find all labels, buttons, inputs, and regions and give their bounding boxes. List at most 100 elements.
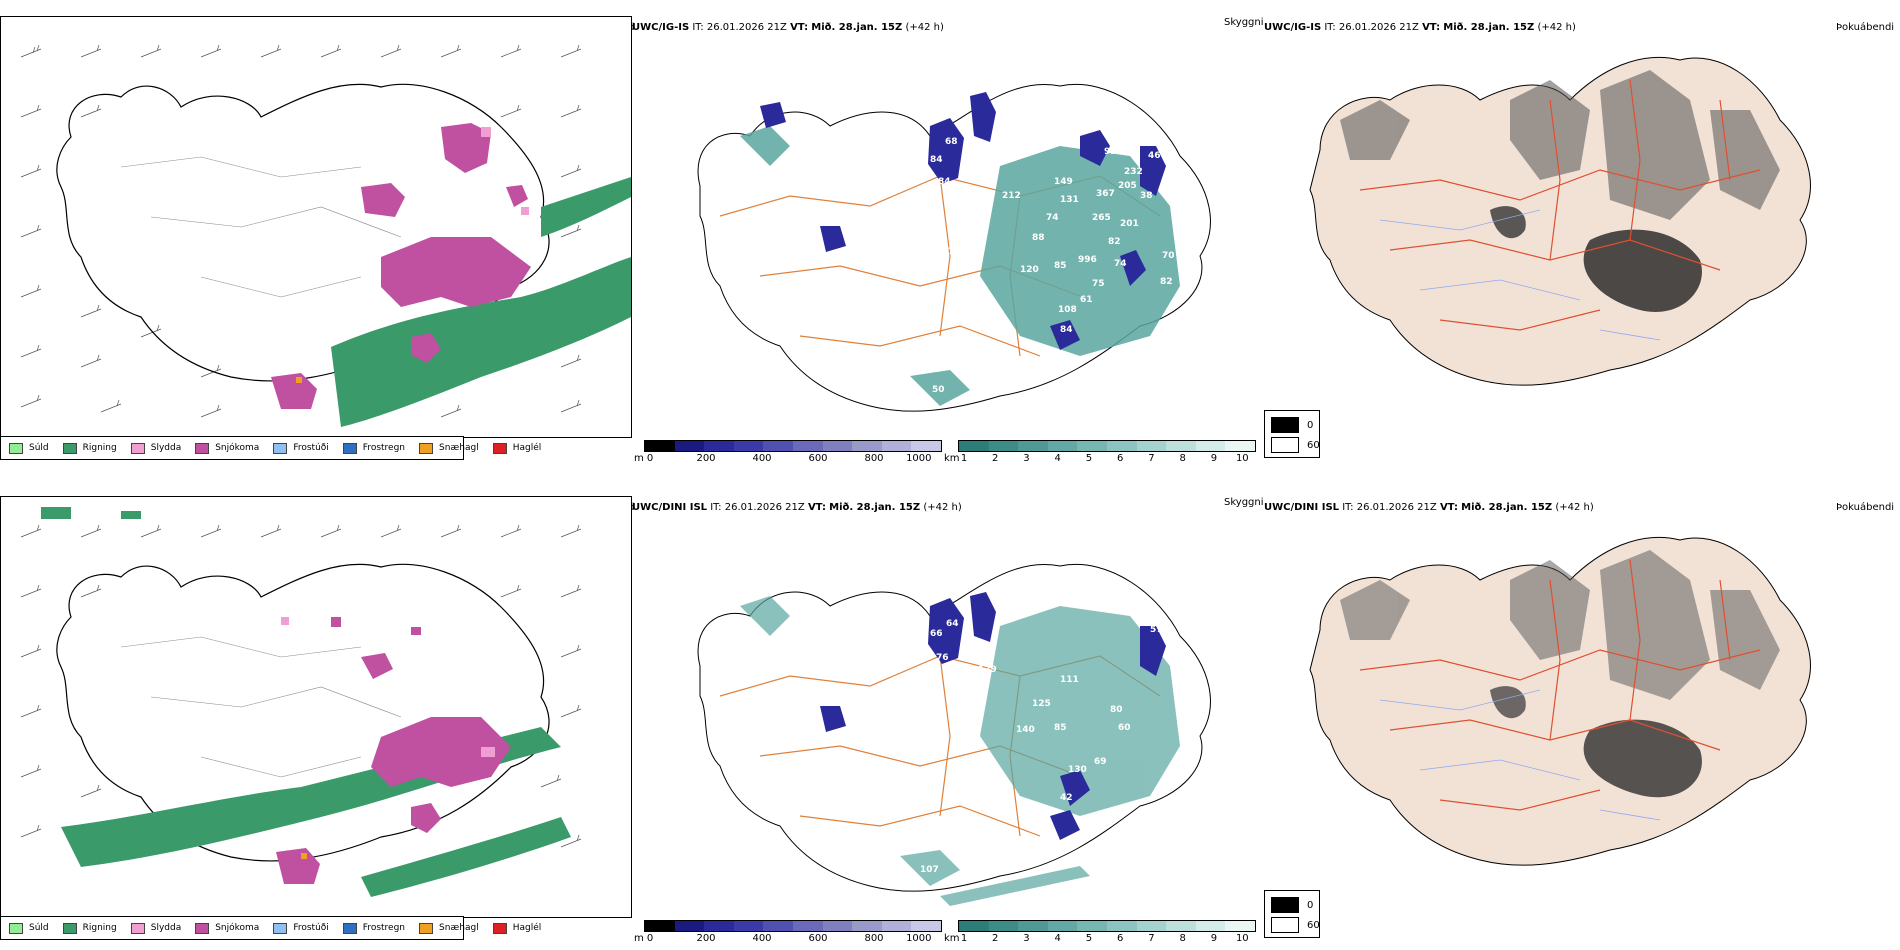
precip-map-frame	[0, 496, 632, 918]
legend-item-sudl: Súld	[9, 922, 49, 934]
vis-map: 72 66 64 76 97 130 129 74 85 125 140 85 …	[697, 561, 1211, 906]
ceiling-value: 84	[1060, 325, 1073, 335]
colorbar-bin	[1225, 441, 1255, 451]
legend-swatch	[273, 442, 288, 454]
legend-swatch	[273, 922, 288, 934]
ceiling-value: 66	[930, 629, 943, 639]
ceiling-value: 107	[920, 865, 939, 875]
colorbar-tick: 9	[1210, 933, 1218, 944]
legend-item-frostregn: Frostregn	[342, 442, 405, 454]
ceiling-value: 103	[978, 561, 997, 571]
colorbar-bin	[1018, 441, 1048, 451]
legend-item-snaehagl: Snæhagl	[419, 922, 479, 934]
colorbar-bin	[1166, 441, 1196, 451]
legend-swatch	[492, 442, 507, 454]
colorbar-bin	[674, 441, 705, 451]
ceiling-value: 64	[946, 619, 959, 629]
ceiling-value: 102	[1124, 125, 1143, 135]
colorbar-bin	[645, 441, 675, 451]
colorbar-tick: 4	[1054, 453, 1061, 464]
colorbar-bin	[1077, 441, 1107, 451]
visibility-unit: km	[944, 453, 960, 464]
colorbar-bin	[988, 921, 1019, 931]
precip-map	[20, 44, 631, 427]
colorbar-bin	[822, 921, 853, 931]
legend-item-snjokoma: Snjókoma	[195, 922, 259, 934]
colorbar-tick: 800	[864, 933, 884, 944]
ceiling-value: 88	[1032, 233, 1045, 243]
visibility-ticks: 1 2 3 4 5 6 7 8 9 10	[960, 453, 1249, 467]
colorbar-tick: 2	[992, 933, 999, 944]
fog-map	[1309, 536, 1811, 866]
ceiling-value: 57	[1150, 625, 1163, 635]
ceiling-value: 84	[930, 155, 943, 165]
ceiling-value: 82	[1108, 237, 1121, 247]
snow-areas	[271, 123, 531, 409]
colorbar-tick: 1	[960, 453, 968, 464]
colorbar-bin	[674, 921, 705, 931]
legend-swatch	[342, 442, 357, 454]
fog-shading	[1340, 70, 1780, 220]
fog-swatch-black	[1271, 417, 1299, 433]
fog-swatch-white	[1271, 437, 1299, 453]
colorbar-tick: 200	[696, 933, 716, 944]
ceiling-value: 131	[1060, 195, 1079, 205]
visibility-label: Skyggni	[1224, 497, 1264, 508]
ceiling-value: 212	[1002, 191, 1021, 201]
ceiling-value: 38	[1140, 191, 1153, 201]
colorbar-bin	[1225, 921, 1255, 931]
colorbar-bin	[959, 441, 989, 451]
rain-area	[331, 257, 631, 427]
ceiling-value: 111	[1060, 675, 1079, 685]
ceiling-value: 109	[1162, 185, 1181, 195]
colorbar-tick: 4	[1054, 933, 1061, 944]
colorbar-bin	[1195, 921, 1226, 931]
colorbar-bin	[959, 921, 989, 931]
ceiling-value: 72	[948, 247, 961, 257]
ceiling-value: 82	[1160, 277, 1173, 287]
colorbar-tick: 200	[696, 453, 716, 464]
fog-panel-title: UWC/IG-IS IT: 26.01.2026 21Z VT: Mið. 28…	[1264, 22, 1576, 33]
ceiling-value: 60	[1118, 723, 1131, 733]
precip-map-frame	[0, 16, 632, 438]
colorbar-tick: 5	[1085, 933, 1093, 944]
fog-map	[1309, 56, 1811, 386]
colorbar-tick: 3	[1023, 933, 1030, 944]
ceiling-areas	[820, 592, 1166, 840]
ceiling-value: 130	[976, 651, 995, 661]
visibility-colorbar	[958, 920, 1256, 932]
colorbar-tick: 8	[1179, 933, 1186, 944]
visibility-label: Skyggni	[1224, 17, 1264, 28]
ceiling-value: 130	[1068, 765, 1087, 775]
ceiling-value: 74	[948, 713, 961, 723]
ceiling-value: 70	[1162, 251, 1175, 261]
colorbar-tick: 1000	[906, 453, 932, 464]
ceiling-value: 120	[1020, 265, 1039, 275]
legend-item-snaehagl: Snæhagl	[419, 442, 479, 454]
colorbar-bin	[1136, 441, 1167, 451]
colorbar-tick: 7	[1148, 453, 1155, 464]
colorbar-bin	[763, 441, 793, 451]
fog-dense	[1583, 229, 1702, 312]
ceiling-value: 140	[1016, 725, 1035, 735]
colorbar-bin	[1047, 441, 1078, 451]
precip-map	[20, 507, 582, 897]
ceiling-value: 996	[1078, 255, 1097, 265]
snow-areas	[276, 617, 511, 884]
colorbar-tick: 1	[960, 933, 968, 944]
colorbar-tick: 0	[646, 453, 654, 464]
legend-item-rigning: Rigning	[62, 442, 117, 454]
ceiling-value: 50	[932, 385, 945, 395]
ceiling-value: 46	[1148, 151, 1161, 161]
precip-legend: Súld Rigning Slydda Snjókoma Frostúði Fr…	[0, 916, 541, 940]
ceiling-value: 63	[788, 115, 801, 125]
ceiling-value: 81	[966, 171, 979, 181]
ceiling-value: 85	[1054, 723, 1067, 733]
fog-swatch-white	[1271, 917, 1299, 933]
colorbar-tick: 2	[992, 453, 999, 464]
legend-item-haglel: Haglél	[492, 442, 541, 454]
colorbar-tick: 600	[808, 933, 828, 944]
legend-item-frostudi: Frostúði	[273, 922, 329, 934]
visibility-areas	[740, 596, 1180, 906]
legend-swatch	[9, 922, 23, 934]
